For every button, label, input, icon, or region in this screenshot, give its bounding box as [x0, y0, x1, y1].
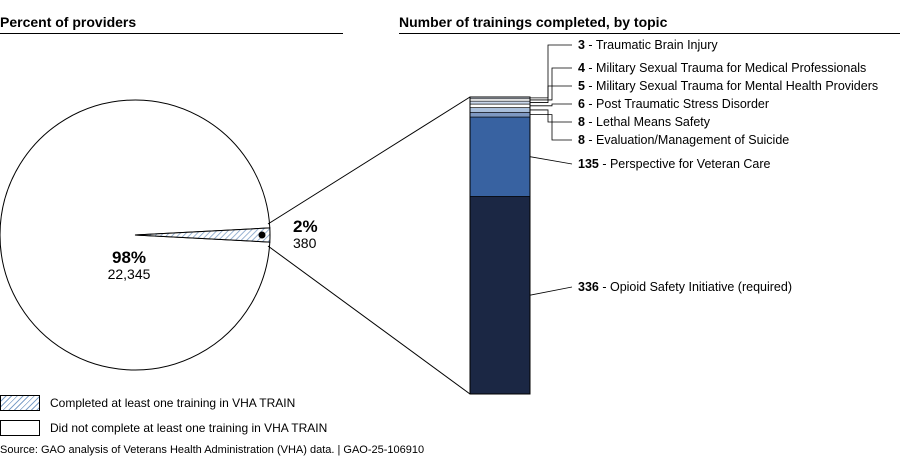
pie-header: Percent of providers	[0, 14, 137, 30]
pie-slice-not-completed	[0, 99, 271, 371]
source-note: Source: GAO analysis of Veterans Health …	[0, 444, 425, 456]
legend-swatch-hatched	[0, 395, 40, 411]
legend-label: Did not complete at least one training i…	[50, 421, 328, 435]
leader-line-6	[529, 156, 573, 165]
pie-chart: 98%22,345 2%380	[0, 99, 318, 371]
legend-label: Completed at least one training in VHA T…	[50, 396, 296, 410]
bar-header-rule	[399, 33, 900, 34]
leader-line-1	[530, 67, 572, 101]
bar-label-2: 5 - Military Sexual Trauma for Mental He…	[578, 79, 878, 93]
legend-swatch-plain	[0, 420, 40, 436]
bar-label-3: 6 - Post Traumatic Stress Disorder	[578, 97, 769, 111]
bar-segment-1	[469, 116, 531, 197]
bar-header: Number of trainings completed, by topic	[399, 14, 668, 30]
leader-line-0	[530, 44, 572, 99]
bar-label-1: 4 - Military Sexual Trauma for Medical P…	[578, 61, 866, 75]
chart-canvas: 98%22,345 2%380 3 - Traumatic Brain Injur…	[0, 38, 878, 395]
pie-small-count: 380	[293, 235, 317, 251]
bar-label-7: 336 - Opioid Safety Initiative (required…	[578, 280, 792, 294]
leader-line-7	[529, 286, 573, 296]
pie-marker-dot	[258, 231, 266, 239]
legend-item-not-completed: Did not complete at least one training i…	[0, 419, 327, 437]
pie-big-count: 22,345	[108, 266, 151, 282]
pie-header-rule	[0, 33, 343, 34]
pie-slice-completed	[134, 227, 271, 243]
leader-line-5	[530, 114, 572, 141]
bar-label-6: 135 - Perspective for Veteran Care	[578, 157, 771, 171]
bar-segment-0	[469, 196, 531, 395]
leader-line-2	[530, 85, 572, 103]
bar-segment-4	[469, 103, 531, 108]
bar-label-5: 8 - Evaluation/Management of Suicide	[578, 133, 789, 147]
bar-outline	[469, 96, 531, 395]
leader-line-4	[530, 109, 572, 123]
legend-item-completed: Completed at least one training in VHA T…	[0, 394, 295, 412]
bar-label-4: 8 - Lethal Means Safety	[578, 115, 711, 129]
leader-line-3	[530, 103, 572, 107]
bar-segment-5	[469, 100, 531, 105]
bar-labels: 3 - Traumatic Brain Injury 4 - Military S…	[529, 38, 878, 296]
connector-line-bottom	[267, 245, 471, 395]
stacked-bar-chart	[267, 96, 531, 395]
bar-label-0: 3 - Traumatic Brain Injury	[578, 38, 718, 52]
connector-line-top	[267, 96, 471, 225]
bar-segment-6	[469, 98, 531, 102]
pie-small-percent: 2%	[293, 217, 318, 236]
bar-segment-2	[469, 111, 531, 118]
pie-big-percent: 98%	[112, 248, 146, 267]
bar-segment-3	[469, 107, 531, 113]
